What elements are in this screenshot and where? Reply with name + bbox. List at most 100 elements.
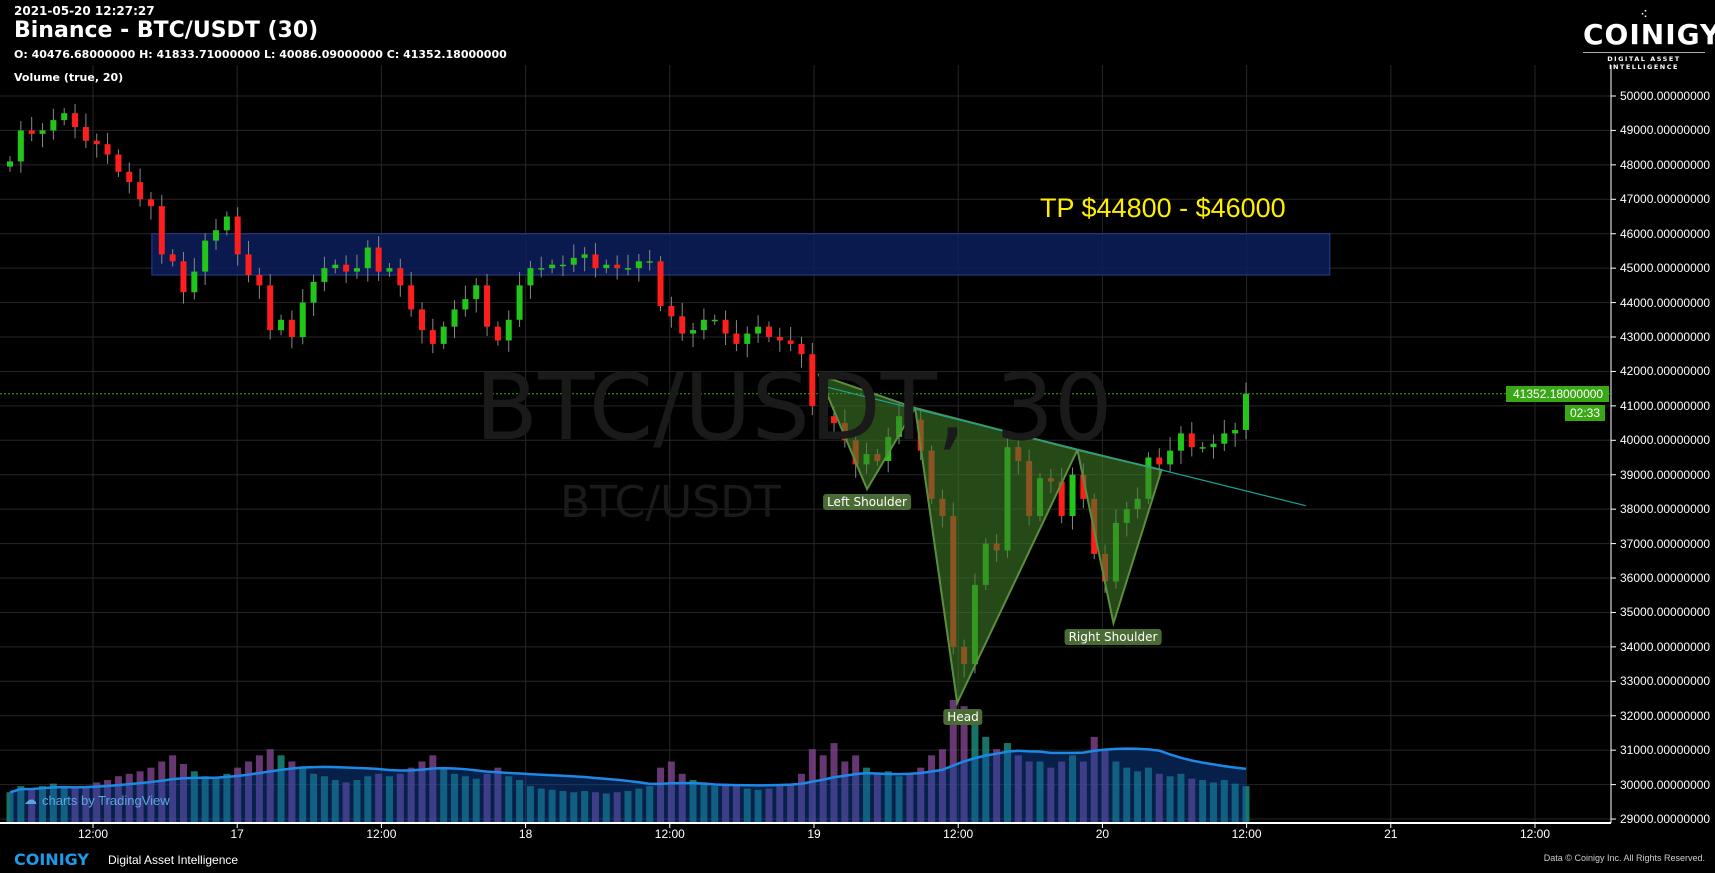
candle-body <box>1232 429 1239 434</box>
volume-bar <box>71 788 79 823</box>
volume-bar <box>483 773 491 823</box>
candle-body <box>1188 433 1195 448</box>
price-label: 44000.00000000 <box>1620 295 1711 310</box>
candle-body <box>625 268 631 270</box>
volume-bar <box>971 724 979 823</box>
candle-body <box>657 261 664 307</box>
candle-body <box>147 199 154 207</box>
candle-body <box>115 154 122 172</box>
volume-bar <box>732 786 740 823</box>
candle-body <box>39 130 46 134</box>
candle-body <box>820 405 827 417</box>
candle-body <box>191 271 198 293</box>
candle-body <box>484 285 491 327</box>
candle-body <box>1199 447 1206 449</box>
volume-bar <box>277 755 285 823</box>
tp-zone[interactable] <box>151 233 1331 276</box>
volume-bar <box>6 792 14 823</box>
candle-body <box>72 113 79 127</box>
volume-bar <box>1036 761 1044 823</box>
volume-bar <box>136 771 144 823</box>
volume-ma-line <box>9 747 1247 794</box>
tradingview-badge[interactable]: ☁ charts by TradingView <box>24 792 170 808</box>
volume-bar <box>722 783 730 823</box>
candle-body <box>104 144 111 155</box>
candle-body <box>82 126 89 141</box>
timestamp: 2021-05-20 12:27:27 <box>14 4 155 18</box>
volume-bar <box>60 786 68 823</box>
volume-bar <box>1112 761 1120 823</box>
ohlc-readout: O: 40476.68000000 H: 41833.71000000 L: 4… <box>14 48 507 61</box>
time-label: 18 <box>518 827 533 841</box>
price-label: 30000.00000000 <box>1620 777 1711 792</box>
time-label: 19 <box>807 827 821 841</box>
right-shoulder-triangle <box>1076 448 1163 628</box>
candle-body <box>169 254 176 262</box>
volume-bar <box>147 767 155 823</box>
volume-bar <box>49 783 57 823</box>
candle-body <box>28 130 35 134</box>
volume-bar <box>559 791 567 823</box>
head-shoulders-pattern[interactable] <box>817 373 1306 707</box>
volume-bar <box>169 755 177 823</box>
candle-body <box>288 319 295 338</box>
price-label: 50000.00000000 <box>1620 89 1711 103</box>
volume-bar <box>581 791 589 823</box>
volume-bar <box>1014 755 1022 823</box>
volume-bar <box>928 755 936 823</box>
volume-bar <box>1047 767 1055 823</box>
tp-label[interactable]: TP $44800 - $46000 <box>1040 193 1286 223</box>
price-label: 41000.00000000 <box>1620 398 1711 413</box>
volume-bar <box>624 791 632 823</box>
candle-body <box>1221 433 1228 444</box>
volume-bar <box>310 773 318 823</box>
candle-body <box>299 302 306 338</box>
candle-body <box>646 261 653 263</box>
candle-body <box>7 161 13 167</box>
volume-bar <box>93 782 101 823</box>
head-label[interactable]: Head <box>943 709 983 725</box>
volume-bar <box>245 761 253 823</box>
volume-bar <box>982 736 990 823</box>
price-label: 32000.00000000 <box>1620 708 1711 723</box>
symbol-watermark: BTC/USDT, 30 <box>475 354 1113 461</box>
volume-bar <box>743 788 751 823</box>
volume-bar <box>570 792 578 823</box>
candle-body <box>332 264 339 269</box>
volume-bar <box>852 755 860 823</box>
volume-bar <box>1177 773 1185 823</box>
time-label: 12:00 <box>654 827 685 841</box>
volume-bar <box>212 778 220 823</box>
logo-dots-icon: ⠪ <box>1640 10 1648 21</box>
volume-bar <box>1079 761 1087 823</box>
left-shoulder-label[interactable]: Left Shoulder <box>823 494 911 510</box>
volume-bar <box>526 786 534 823</box>
candle-body <box>744 333 751 344</box>
candle-body <box>321 268 328 282</box>
volume-bar <box>873 773 881 823</box>
candle-body <box>245 254 252 276</box>
candle-body <box>1069 474 1076 517</box>
volume-bar <box>320 776 328 823</box>
price-label: 49000.00000000 <box>1620 123 1711 138</box>
volume-bar <box>364 776 372 823</box>
candle-body <box>310 281 317 303</box>
chart-title: Binance - BTC/USDT (30) <box>14 18 319 43</box>
right-shoulder-label[interactable]: Right Shoulder <box>1064 629 1162 645</box>
volume-indicator-label[interactable]: Volume (true, 20) <box>14 71 124 84</box>
volume-bar <box>700 782 708 823</box>
candle-body <box>559 264 566 267</box>
candle-body <box>538 268 545 270</box>
volume-bar <box>895 776 903 823</box>
copyright: Data © Coinigy Inc. All Rights Reserved. <box>1543 853 1705 863</box>
candle-body <box>1058 481 1065 517</box>
volume-bar <box>407 767 415 823</box>
candle-body <box>549 264 556 269</box>
volume-bar <box>472 778 480 823</box>
candle-body <box>787 340 794 344</box>
candle-body <box>353 268 360 272</box>
neckline <box>818 384 1306 507</box>
candle-body <box>278 319 285 331</box>
volume-bar <box>179 763 187 823</box>
